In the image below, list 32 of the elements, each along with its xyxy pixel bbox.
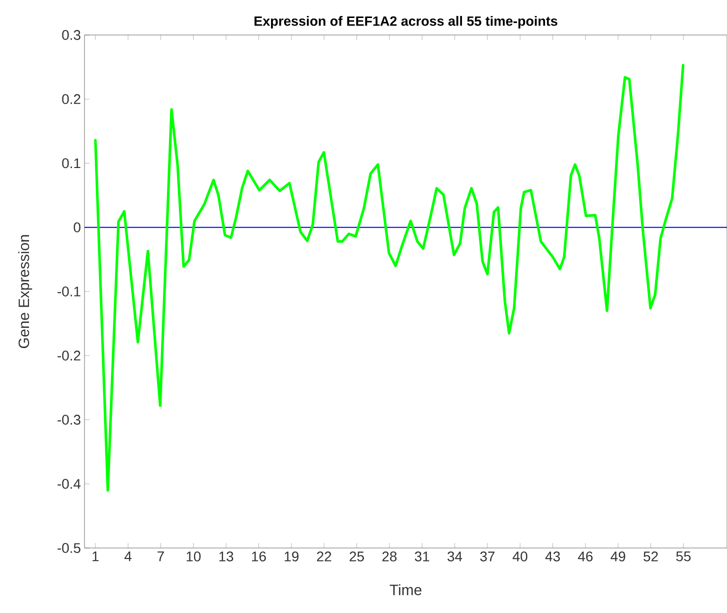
y-tick-label: -0.3 <box>58 414 80 425</box>
x-tick-label: 16 <box>252 552 266 562</box>
x-tick-label: 4 <box>124 552 132 562</box>
x-tick-label: 22 <box>317 552 332 562</box>
line-series <box>94 64 684 492</box>
x-tick-label: 1 <box>92 552 99 562</box>
y-tick-label: -0.5 <box>58 543 80 553</box>
y-tick-label: 0 <box>74 222 80 232</box>
x-tick-label: 49 <box>610 552 626 562</box>
y-tick-label: 0.2 <box>62 94 80 104</box>
x-axis-title: Time <box>390 584 422 596</box>
x-tick-label: 13 <box>219 552 234 562</box>
x-tick-label: 52 <box>644 552 658 562</box>
x-tick-label: 31 <box>414 552 430 562</box>
x-tick-label: 40 <box>512 552 528 562</box>
y-tick-label: -0.1 <box>58 286 80 296</box>
x-tick-label: 37 <box>480 552 494 562</box>
y-axis-title: Gene Expression <box>18 235 32 348</box>
x-tick-label: 10 <box>186 552 201 562</box>
y-tick-label: -0.4 <box>58 478 81 489</box>
x-tick-label: 55 <box>676 552 691 562</box>
x-tick-label: 19 <box>284 552 298 562</box>
chart-title: Expression of EEF1A2 across all 55 time-points <box>254 16 558 29</box>
y-tick-label: 0.3 <box>62 30 80 40</box>
y-tick-label: 0.1 <box>62 158 80 168</box>
x-tick-label: 46 <box>578 552 593 562</box>
y-tick-label: -0.2 <box>58 350 80 361</box>
x-tick-label: 28 <box>382 552 397 562</box>
x-tick-label: 25 <box>350 552 364 562</box>
x-tick-label: 43 <box>545 552 560 562</box>
x-tick-label: 7 <box>158 552 164 562</box>
x-tick-label: 34 <box>448 552 462 562</box>
